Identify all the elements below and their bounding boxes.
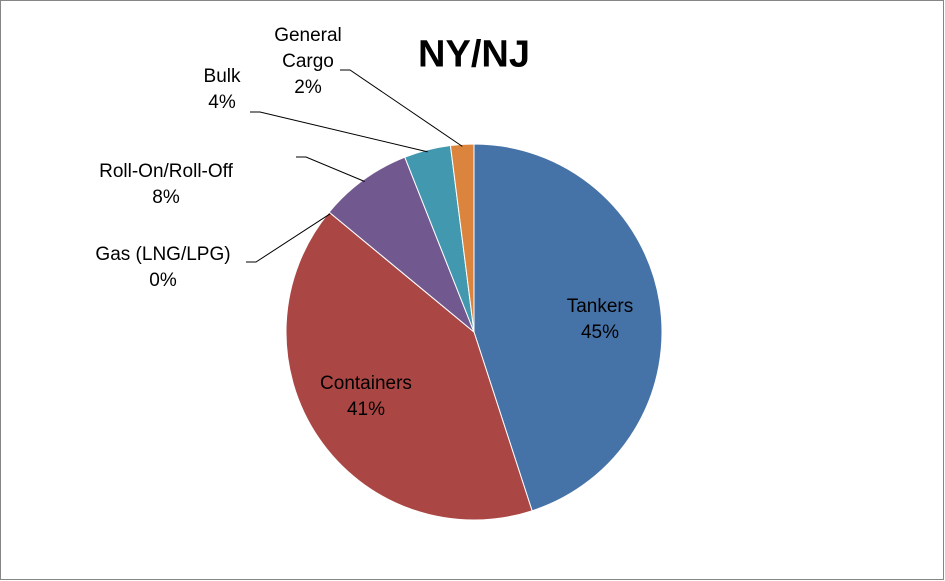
value-label: 8% [152,187,180,208]
data-label: Tankers 45% [540,294,660,346]
data-label: Roll-On/Roll-Off 8% [86,159,246,211]
category-label: Bulk [203,66,241,87]
pie-slice [473,143,663,512]
category-label: Containers [320,373,412,394]
data-label: General Cargo 2% [258,23,358,101]
value-label: 45% [580,322,620,343]
value-label: 2% [294,77,322,98]
value-label: 4% [208,92,236,113]
category-label: Roll-On/Roll-Off [99,161,233,182]
leader-line [246,213,331,263]
chart-title: NY/NJ [418,33,530,76]
data-label: Gas (LNG/LPG) 0% [63,242,263,294]
leader-line [340,69,463,147]
leader-line [296,156,365,182]
pie-slice [328,156,475,333]
pie-slice [285,211,533,521]
value-label: 0% [149,270,177,291]
category-label: General Cargo [274,25,342,72]
data-label: Containers 41% [286,371,446,423]
leader-line [250,111,428,153]
category-label: Gas (LNG/LPG) [95,244,231,265]
pie-slice [449,143,475,333]
value-label: 41% [346,399,386,420]
data-label: Bulk 4% [182,64,262,116]
category-label: Tankers [566,296,634,317]
